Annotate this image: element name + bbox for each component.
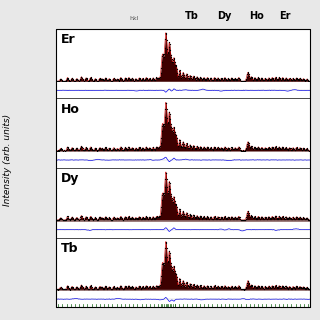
Text: Er: Er [61, 33, 76, 46]
Text: Tb: Tb [185, 11, 199, 21]
Text: Tb: Tb [61, 242, 79, 255]
Text: Dy: Dy [217, 11, 231, 21]
Text: Ho: Ho [249, 11, 263, 21]
Text: Ho: Ho [61, 103, 80, 116]
Text: Intensity (arb. units): Intensity (arb. units) [4, 114, 12, 206]
Text: Er: Er [279, 11, 291, 21]
Text: hkl: hkl [130, 16, 139, 21]
Text: Dy: Dy [61, 172, 79, 185]
